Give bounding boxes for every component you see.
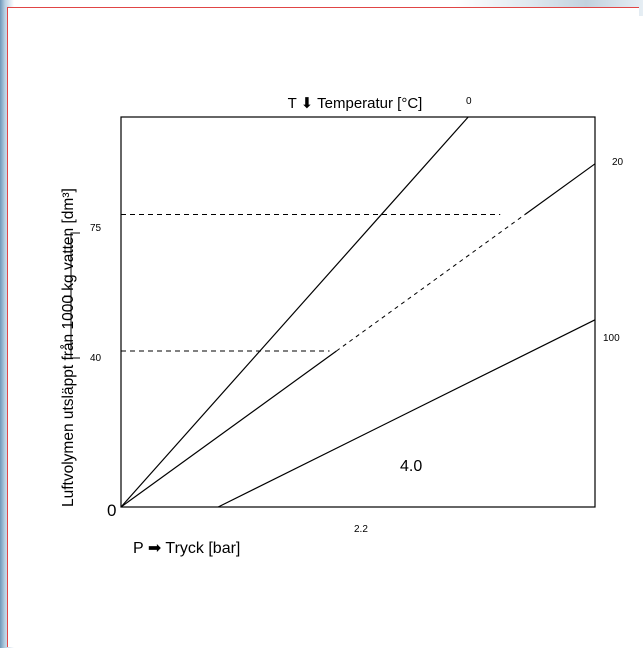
x-axis-label: P ➡ Tryck [bar] — [133, 540, 240, 557]
series-label-100: 100 — [603, 333, 620, 344]
plot-area — [120, 116, 596, 508]
series-line-0 — [120, 116, 469, 508]
origin-label: 0 — [107, 501, 116, 520]
y-bracket — [64, 232, 80, 359]
series-line-20 — [120, 163, 596, 508]
y-axis-label: Luftvolymen utsläppt från 1000 kg vatten… — [60, 188, 77, 507]
series-line-100 — [217, 319, 596, 508]
x-annotation-2-2: 2.2 — [354, 524, 368, 535]
chart-title: T ⬇ Temperatur [°C] — [288, 95, 423, 112]
series-label-0: 0 — [466, 96, 472, 107]
y-tick-label-40: 40 — [90, 353, 102, 364]
series-label-20: 20 — [612, 157, 624, 168]
x-annotation-4-0: 4.0 — [400, 458, 422, 475]
y-tick-label-75: 75 — [90, 223, 102, 234]
figure-frame — [7, 7, 639, 647]
